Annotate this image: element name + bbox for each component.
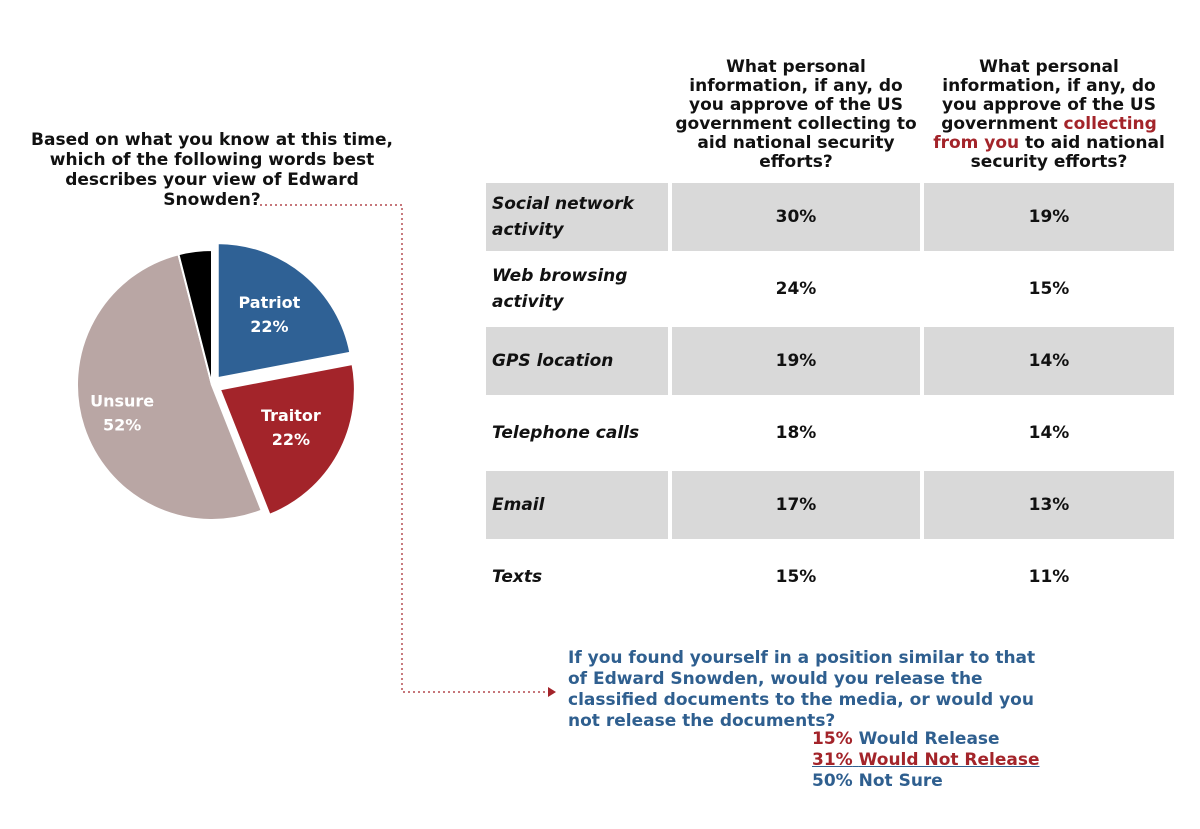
pie-slice (216, 242, 352, 380)
cell-value: 17% (672, 471, 920, 539)
answer: 15% Would Release (812, 729, 1000, 749)
row-label: GPS location (486, 327, 668, 395)
pie-slice (177, 248, 213, 386)
bottom-question: If you found yourself in a position simi… (568, 648, 1036, 731)
cell-value: 18% (775, 423, 817, 443)
column-header: What personal information, if any, do yo… (675, 57, 917, 172)
answer: 50% Not Sure (812, 771, 943, 791)
pie-slice (76, 253, 263, 521)
row-label: Texts (492, 567, 543, 587)
answer-pct: 31% (812, 750, 853, 770)
answer-pct: 50% (812, 771, 853, 791)
answer-label: Not Sure (858, 771, 943, 791)
slice-value: 52% (103, 416, 141, 435)
cell-value: 14% (1028, 423, 1070, 443)
connector (260, 204, 548, 693)
row-label: Web browsing activity (492, 266, 628, 312)
header-highlight: collecting from you (933, 114, 1157, 153)
cell-value: 15% (775, 567, 817, 587)
answer-label: Would Release (858, 729, 1000, 749)
row-label: Email (486, 471, 668, 539)
slice-value: 22% (272, 430, 310, 449)
table-row: Social network activity 30% 19% (486, 183, 1174, 251)
cell-value: 14% (924, 327, 1174, 395)
pie-question: Based on what you know at this time, whi… (31, 130, 393, 210)
table-row: Web browsing activity 24% 15% (486, 255, 1174, 323)
row-label: Social network activity (486, 183, 668, 251)
header-text: What personal information, if any, do yo… (941, 57, 1156, 134)
table-row: Email 17% 13% (486, 471, 1174, 539)
answer: 31% Would Not Release (812, 750, 1040, 770)
slice-label: Traitor (261, 406, 321, 425)
row-label: Telephone calls (492, 423, 640, 443)
cell-value: 24% (775, 279, 817, 299)
arrow-head (548, 687, 556, 697)
answer-label: Would Not Release (858, 750, 1040, 770)
cell-value: 19% (924, 183, 1174, 251)
table-row: Telephone calls 18% 14% (486, 399, 1174, 467)
table-row: GPS location 19% 14% (486, 327, 1174, 395)
header-text: to aid national security efforts? (970, 133, 1165, 172)
slice-label: Patriot (238, 293, 300, 312)
slice-value: 22% (250, 317, 288, 336)
cell-value: 11% (1028, 567, 1070, 587)
answer-pct: 15% (812, 729, 853, 749)
pie-slice (218, 362, 356, 517)
table-row: Texts 15% 11% (486, 543, 1174, 611)
cell-value: 30% (672, 183, 920, 251)
cell-value: 19% (672, 327, 920, 395)
cell-value: 13% (924, 471, 1174, 539)
slice-label: Unsure (90, 392, 154, 411)
cell-value: 15% (1028, 279, 1070, 299)
column-header: What personal information, if any, do yo… (924, 58, 1174, 172)
